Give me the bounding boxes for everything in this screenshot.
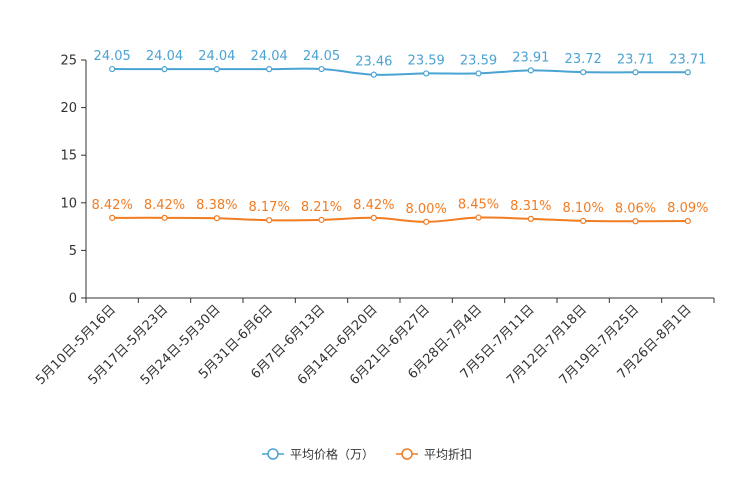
data-point xyxy=(684,217,691,225)
y-tick-label: 10 xyxy=(60,196,77,211)
data-point xyxy=(318,65,325,73)
chart-legend[interactable]: 平均价格（万） 平均折扣 xyxy=(262,447,472,462)
data-label: 23.59 xyxy=(460,53,497,68)
data-label: 8.42% xyxy=(353,198,394,213)
chart-series: 24.05 24.04 24.04 24.04 24.05 23.46 23.59 23.59… xyxy=(92,49,708,225)
data-label: 8.09% xyxy=(667,201,708,216)
series-line xyxy=(112,216,688,223)
data-label: 23.59 xyxy=(408,53,445,68)
data-point xyxy=(475,70,482,77)
y-tick-label: 15 xyxy=(60,149,77,164)
data-label: 23.71 xyxy=(669,52,706,67)
data-label: 24.05 xyxy=(303,49,340,64)
data-point xyxy=(423,70,430,77)
data-point xyxy=(109,65,116,73)
data-label: 24.05 xyxy=(94,49,131,64)
data-point xyxy=(580,69,587,76)
data-point xyxy=(527,215,534,222)
series-line xyxy=(112,67,688,76)
data-point xyxy=(266,217,273,224)
data-label: 8.21% xyxy=(301,200,342,215)
data-point xyxy=(632,218,639,225)
series-1: 8.42% 8.42% 8.38% 8.17% 8.21% 8.42% 8.00% 8.45%… xyxy=(92,198,708,225)
data-point xyxy=(318,216,325,223)
data-label: 8.00% xyxy=(406,202,447,217)
data-point xyxy=(213,66,220,73)
data-label: 23.46 xyxy=(355,55,392,70)
data-point xyxy=(475,214,482,221)
series-0: 24.05 24.04 24.04 24.04 24.05 23.46 23.59 23.59… xyxy=(94,49,706,78)
y-tick-label: 25 xyxy=(60,54,77,69)
data-label: 24.04 xyxy=(146,49,183,64)
legend-marker-icon xyxy=(401,448,413,460)
data-label: 8.06% xyxy=(615,201,656,216)
data-label: 23.72 xyxy=(565,52,602,67)
data-label: 8.42% xyxy=(92,198,133,213)
y-tick-label: 0 xyxy=(69,292,77,307)
data-label: 8.17% xyxy=(249,200,290,215)
data-point xyxy=(213,215,220,222)
data-point xyxy=(161,66,168,73)
data-point xyxy=(109,214,116,221)
data-label: 24.04 xyxy=(251,49,288,64)
data-label: 8.42% xyxy=(144,198,185,213)
data-label: 8.45% xyxy=(458,198,499,213)
data-label: 8.10% xyxy=(563,201,604,216)
data-point xyxy=(370,214,377,221)
data-label: 23.91 xyxy=(512,50,549,65)
data-label: 8.38% xyxy=(196,198,237,213)
data-point xyxy=(266,66,273,73)
legend-item-1[interactable]: 平均折扣 xyxy=(396,447,472,462)
legend-label: 平均价格（万） xyxy=(290,447,374,462)
data-label: 23.71 xyxy=(617,52,654,67)
data-point xyxy=(684,69,691,76)
legend-marker-icon xyxy=(267,448,279,460)
y-tick-label: 20 xyxy=(60,101,77,116)
data-point xyxy=(580,217,587,224)
data-point xyxy=(161,214,168,221)
y-tick-label: 5 xyxy=(69,244,77,259)
data-label: 24.04 xyxy=(198,49,235,64)
data-point xyxy=(423,218,430,225)
data-point xyxy=(370,71,377,78)
data-label: 8.31% xyxy=(510,199,551,214)
data-point xyxy=(527,67,534,74)
legend-label: 平均折扣 xyxy=(424,447,472,462)
legend-item-0[interactable]: 平均价格（万） xyxy=(262,447,374,462)
data-point xyxy=(632,69,639,76)
